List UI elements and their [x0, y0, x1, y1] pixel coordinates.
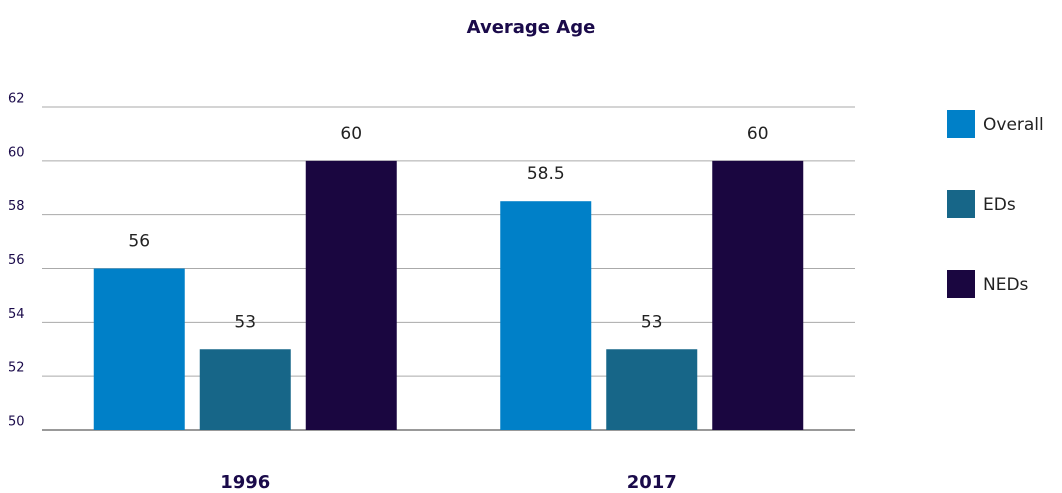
y-tick-label: 60 — [8, 145, 25, 160]
legend-swatch — [947, 190, 975, 218]
legend-swatch — [947, 270, 975, 298]
legend-label: NEDs — [983, 275, 1029, 295]
bar — [712, 160, 804, 431]
y-tick-label: 50 — [8, 415, 25, 430]
x-tick-label: 1996 — [220, 472, 270, 493]
legend-label: EDs — [983, 195, 1016, 215]
y-tick-label: 54 — [8, 307, 25, 322]
bar — [305, 160, 397, 431]
data-label: 58.5 — [527, 164, 565, 184]
data-label: 53 — [641, 312, 663, 332]
y-tick-label: 56 — [8, 253, 25, 268]
data-label: 60 — [340, 124, 362, 144]
chart-title: Average Age — [467, 17, 596, 38]
y-tick-label: 62 — [8, 92, 25, 107]
data-label: 60 — [747, 124, 769, 144]
bar — [93, 268, 185, 430]
bar — [606, 349, 698, 430]
data-label: 53 — [234, 312, 256, 332]
legend-label: Overall — [983, 115, 1044, 135]
bar — [199, 349, 291, 430]
bar — [500, 201, 592, 430]
data-label: 56 — [128, 232, 150, 252]
y-tick-label: 52 — [8, 361, 25, 376]
y-tick-label: 58 — [8, 199, 25, 214]
legend-swatch — [947, 110, 975, 138]
x-tick-label: 2017 — [627, 472, 677, 493]
